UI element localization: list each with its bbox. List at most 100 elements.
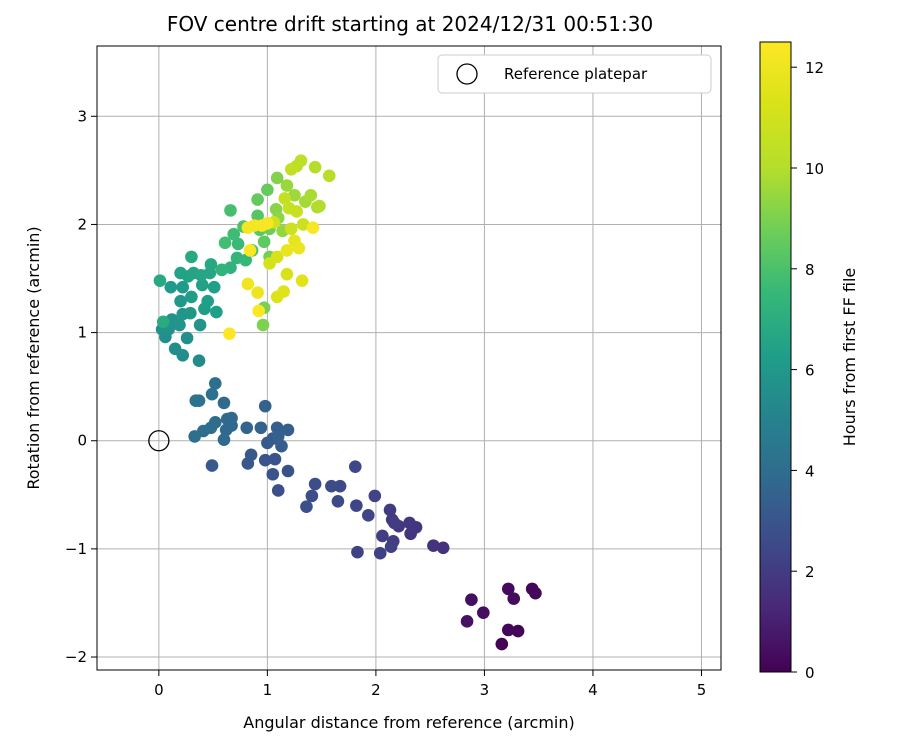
colorbar-tick-label: 2 [805, 563, 815, 581]
legend-hollow-circle-icon [456, 63, 478, 85]
colorbar: 0 2 4 6 8 10 12 Hours from first FF file [759, 41, 859, 682]
colorbar-label: Hours from first FF file [840, 268, 859, 447]
data-point [204, 258, 218, 271]
data-point [207, 280, 221, 294]
data-point [376, 529, 389, 543]
colorbar-tick-label: 0 [805, 664, 815, 682]
y-tick-label: −2 [65, 648, 87, 666]
data-point [284, 222, 298, 236]
x-tick-label: 5 [697, 681, 707, 699]
x-tick-label: 3 [480, 681, 490, 699]
data-point [251, 286, 264, 299]
data-point [261, 183, 274, 197]
data-point [501, 582, 515, 596]
data-point [266, 467, 280, 481]
data-point [208, 377, 222, 390]
y-tick-label: 3 [77, 107, 87, 125]
data-point [511, 624, 525, 638]
data-point [308, 477, 322, 491]
data-point [325, 479, 338, 493]
data-point [168, 342, 182, 356]
data-point [254, 421, 268, 435]
data-point [300, 500, 313, 514]
y-axis-ticks: −2 −1 0 1 2 3 [65, 107, 97, 666]
data-point [313, 199, 326, 213]
data-point [268, 452, 282, 466]
plot-frame [96, 45, 722, 671]
data-point [270, 171, 284, 185]
data-point [373, 546, 387, 560]
data-point [176, 280, 190, 294]
data-point [280, 267, 294, 281]
data-point [205, 387, 219, 401]
data-point [388, 516, 401, 530]
data-point [501, 623, 515, 637]
data-point [215, 263, 229, 277]
data-point [153, 274, 167, 287]
data-point [185, 250, 198, 264]
legend-entry-label: Reference platepar [504, 65, 648, 83]
x-tick-label: 0 [154, 681, 164, 699]
colorbar-tick-label: 10 [805, 160, 824, 178]
data-point [227, 227, 241, 241]
data-point [218, 236, 232, 250]
x-tick-label: 2 [371, 681, 381, 699]
data-point [271, 484, 285, 497]
data-point [333, 479, 347, 493]
data-point [294, 154, 308, 167]
data-point [427, 539, 440, 552]
data-point [275, 439, 288, 453]
data-point [460, 615, 474, 628]
data-point [164, 280, 178, 294]
colorbar-gradient [759, 41, 792, 673]
colorbar-tick-label: 6 [805, 362, 815, 380]
data-point [258, 399, 272, 413]
data-point [495, 637, 509, 651]
data-point [270, 250, 284, 264]
data-point [383, 503, 397, 517]
data-point [529, 586, 542, 600]
data-point [308, 160, 322, 174]
data-point [189, 394, 203, 408]
data-point [304, 188, 318, 202]
data-point [477, 606, 490, 619]
data-point [240, 421, 254, 435]
data-point [241, 277, 255, 291]
data-point [465, 593, 478, 607]
data-point [174, 266, 187, 280]
data-point [239, 253, 252, 267]
data-point [436, 541, 450, 555]
data-point [290, 205, 303, 218]
data-point [205, 459, 219, 472]
data-point [252, 304, 265, 318]
plot-area: 0 1 2 3 4 5 −2 −1 0 1 2 3 [65, 45, 722, 699]
data-point [322, 169, 336, 183]
data-point [241, 457, 255, 470]
data-point [210, 305, 223, 319]
x-tick-label: 1 [263, 681, 273, 699]
data-point [507, 592, 521, 605]
grid [97, 46, 721, 670]
data-point [174, 294, 187, 308]
data-point [284, 162, 298, 176]
data-point [384, 540, 398, 554]
y-tick-label: 0 [77, 432, 87, 450]
data-point [258, 453, 272, 467]
data-point [192, 354, 206, 368]
data-point [173, 318, 186, 332]
y-axis-label: Rotation from reference (arcmin) [24, 226, 43, 489]
data-point [288, 188, 301, 202]
data-point [185, 290, 198, 304]
y-tick-label: 1 [77, 324, 87, 342]
data-point [251, 209, 264, 223]
data-point [296, 218, 310, 231]
data-point [351, 545, 364, 559]
data-point [257, 235, 271, 249]
data-point [225, 411, 238, 425]
data-point [277, 285, 290, 298]
data-point [219, 423, 233, 437]
data-point [305, 489, 319, 503]
data-point [251, 193, 264, 206]
colorbar-tick-label: 4 [805, 462, 815, 480]
